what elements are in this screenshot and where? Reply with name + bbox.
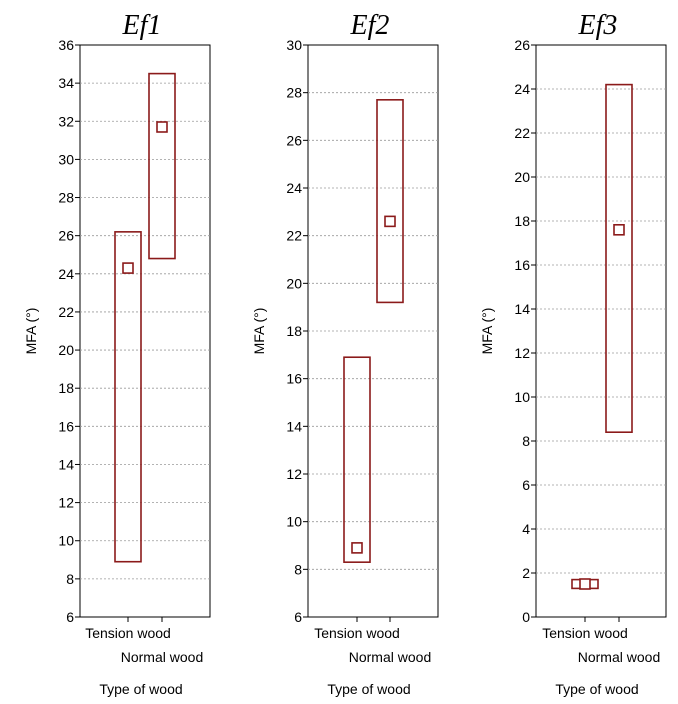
y-tick-label: 18: [286, 323, 302, 339]
x-category-label: Tension wood: [314, 625, 400, 641]
mean-marker: [156, 121, 168, 133]
y-tick-label: 8: [66, 571, 74, 587]
y-tick-label: 26: [58, 228, 74, 244]
y-tick-label: 22: [286, 228, 302, 244]
box-tension-wood: [114, 231, 142, 563]
x-category-label: Normal wood: [349, 649, 431, 665]
y-tick-label: 18: [58, 380, 74, 396]
x-axis-label: Type of wood: [99, 681, 182, 697]
y-tick-label: 16: [514, 257, 530, 273]
x-axis-label: Type of wood: [555, 681, 638, 697]
x-category-label: Normal wood: [121, 649, 203, 665]
y-tick-label: 22: [58, 304, 74, 320]
y-tick-label: 16: [58, 418, 74, 434]
y-tick-label: 24: [514, 81, 530, 97]
box-normal-wood: [148, 72, 176, 260]
x-category-label: Tension wood: [85, 625, 171, 641]
box-tension-wood: [343, 356, 371, 563]
y-axis-label: MFA (°): [251, 308, 267, 355]
y-tick-label: 12: [286, 466, 302, 482]
panel-title: Ef1: [122, 10, 162, 41]
y-tick-label: 14: [286, 418, 302, 434]
y-tick-label: 30: [58, 151, 74, 167]
y-tick-label: 26: [286, 132, 302, 148]
y-tick-label: 14: [514, 301, 530, 317]
plot-area: [535, 44, 667, 618]
x-category-label: Normal wood: [578, 649, 660, 665]
mean-marker: [613, 224, 625, 236]
y-tick-label: 28: [58, 190, 74, 206]
x-category-label: Tension wood: [542, 625, 628, 641]
y-tick-label: 32: [58, 113, 74, 129]
y-tick-label: 28: [286, 85, 302, 101]
y-tick-label: 12: [514, 345, 530, 361]
chart-panel-1: 6 8 10 12 14 16 18 20 22 24 26 28 30 32 34 36 Ef1 Tension…: [10, 10, 232, 702]
y-tick-label: 18: [514, 213, 530, 229]
y-axis-label: MFA (°): [479, 308, 495, 355]
mean-marker: [122, 262, 134, 274]
y-tick-label: 10: [514, 389, 530, 405]
panel-title: Ef2: [350, 10, 390, 41]
y-tick-label: 14: [58, 456, 74, 472]
y-tick-label: 10: [58, 533, 74, 549]
y-tick-label: 30: [286, 37, 302, 53]
y-tick-label: 8: [522, 433, 530, 449]
y-tick-label: 24: [58, 266, 74, 282]
box-normal-wood: [605, 83, 633, 434]
y-tick-label: 8: [294, 561, 302, 577]
y-tick-label: 34: [58, 75, 74, 91]
y-tick-label: 0: [522, 609, 530, 625]
y-tick-label: 4: [522, 521, 530, 537]
y-tick-label: 36: [58, 37, 74, 53]
y-tick-label: 10: [286, 514, 302, 530]
y-tick-label: 6: [294, 609, 302, 625]
chart-panel-2: 6 8 10 12 14 16 18 20 22 24 26 28 30 Ef2 Tension wood N…: [238, 10, 460, 702]
y-tick-label: 22: [514, 125, 530, 141]
y-axis-label: MFA (°): [23, 308, 39, 355]
y-tick-label: 12: [58, 495, 74, 511]
box-normal-wood: [376, 99, 404, 304]
y-tick-label: 24: [286, 180, 302, 196]
plot-area: [79, 44, 211, 618]
y-tick-label: 16: [286, 371, 302, 387]
y-tick-label: 20: [286, 275, 302, 291]
y-tick-label: 6: [66, 609, 74, 625]
mean-marker: [579, 578, 591, 590]
y-tick-label: 6: [522, 477, 530, 493]
mean-marker: [351, 542, 363, 554]
panel-title: Ef3: [578, 10, 618, 41]
y-tick-label: 2: [522, 565, 530, 581]
x-axis-label: Type of wood: [327, 681, 410, 697]
y-tick-label: 20: [514, 169, 530, 185]
y-tick-label: 20: [58, 342, 74, 358]
y-tick-label: 26: [514, 37, 530, 53]
mean-marker: [384, 215, 396, 228]
